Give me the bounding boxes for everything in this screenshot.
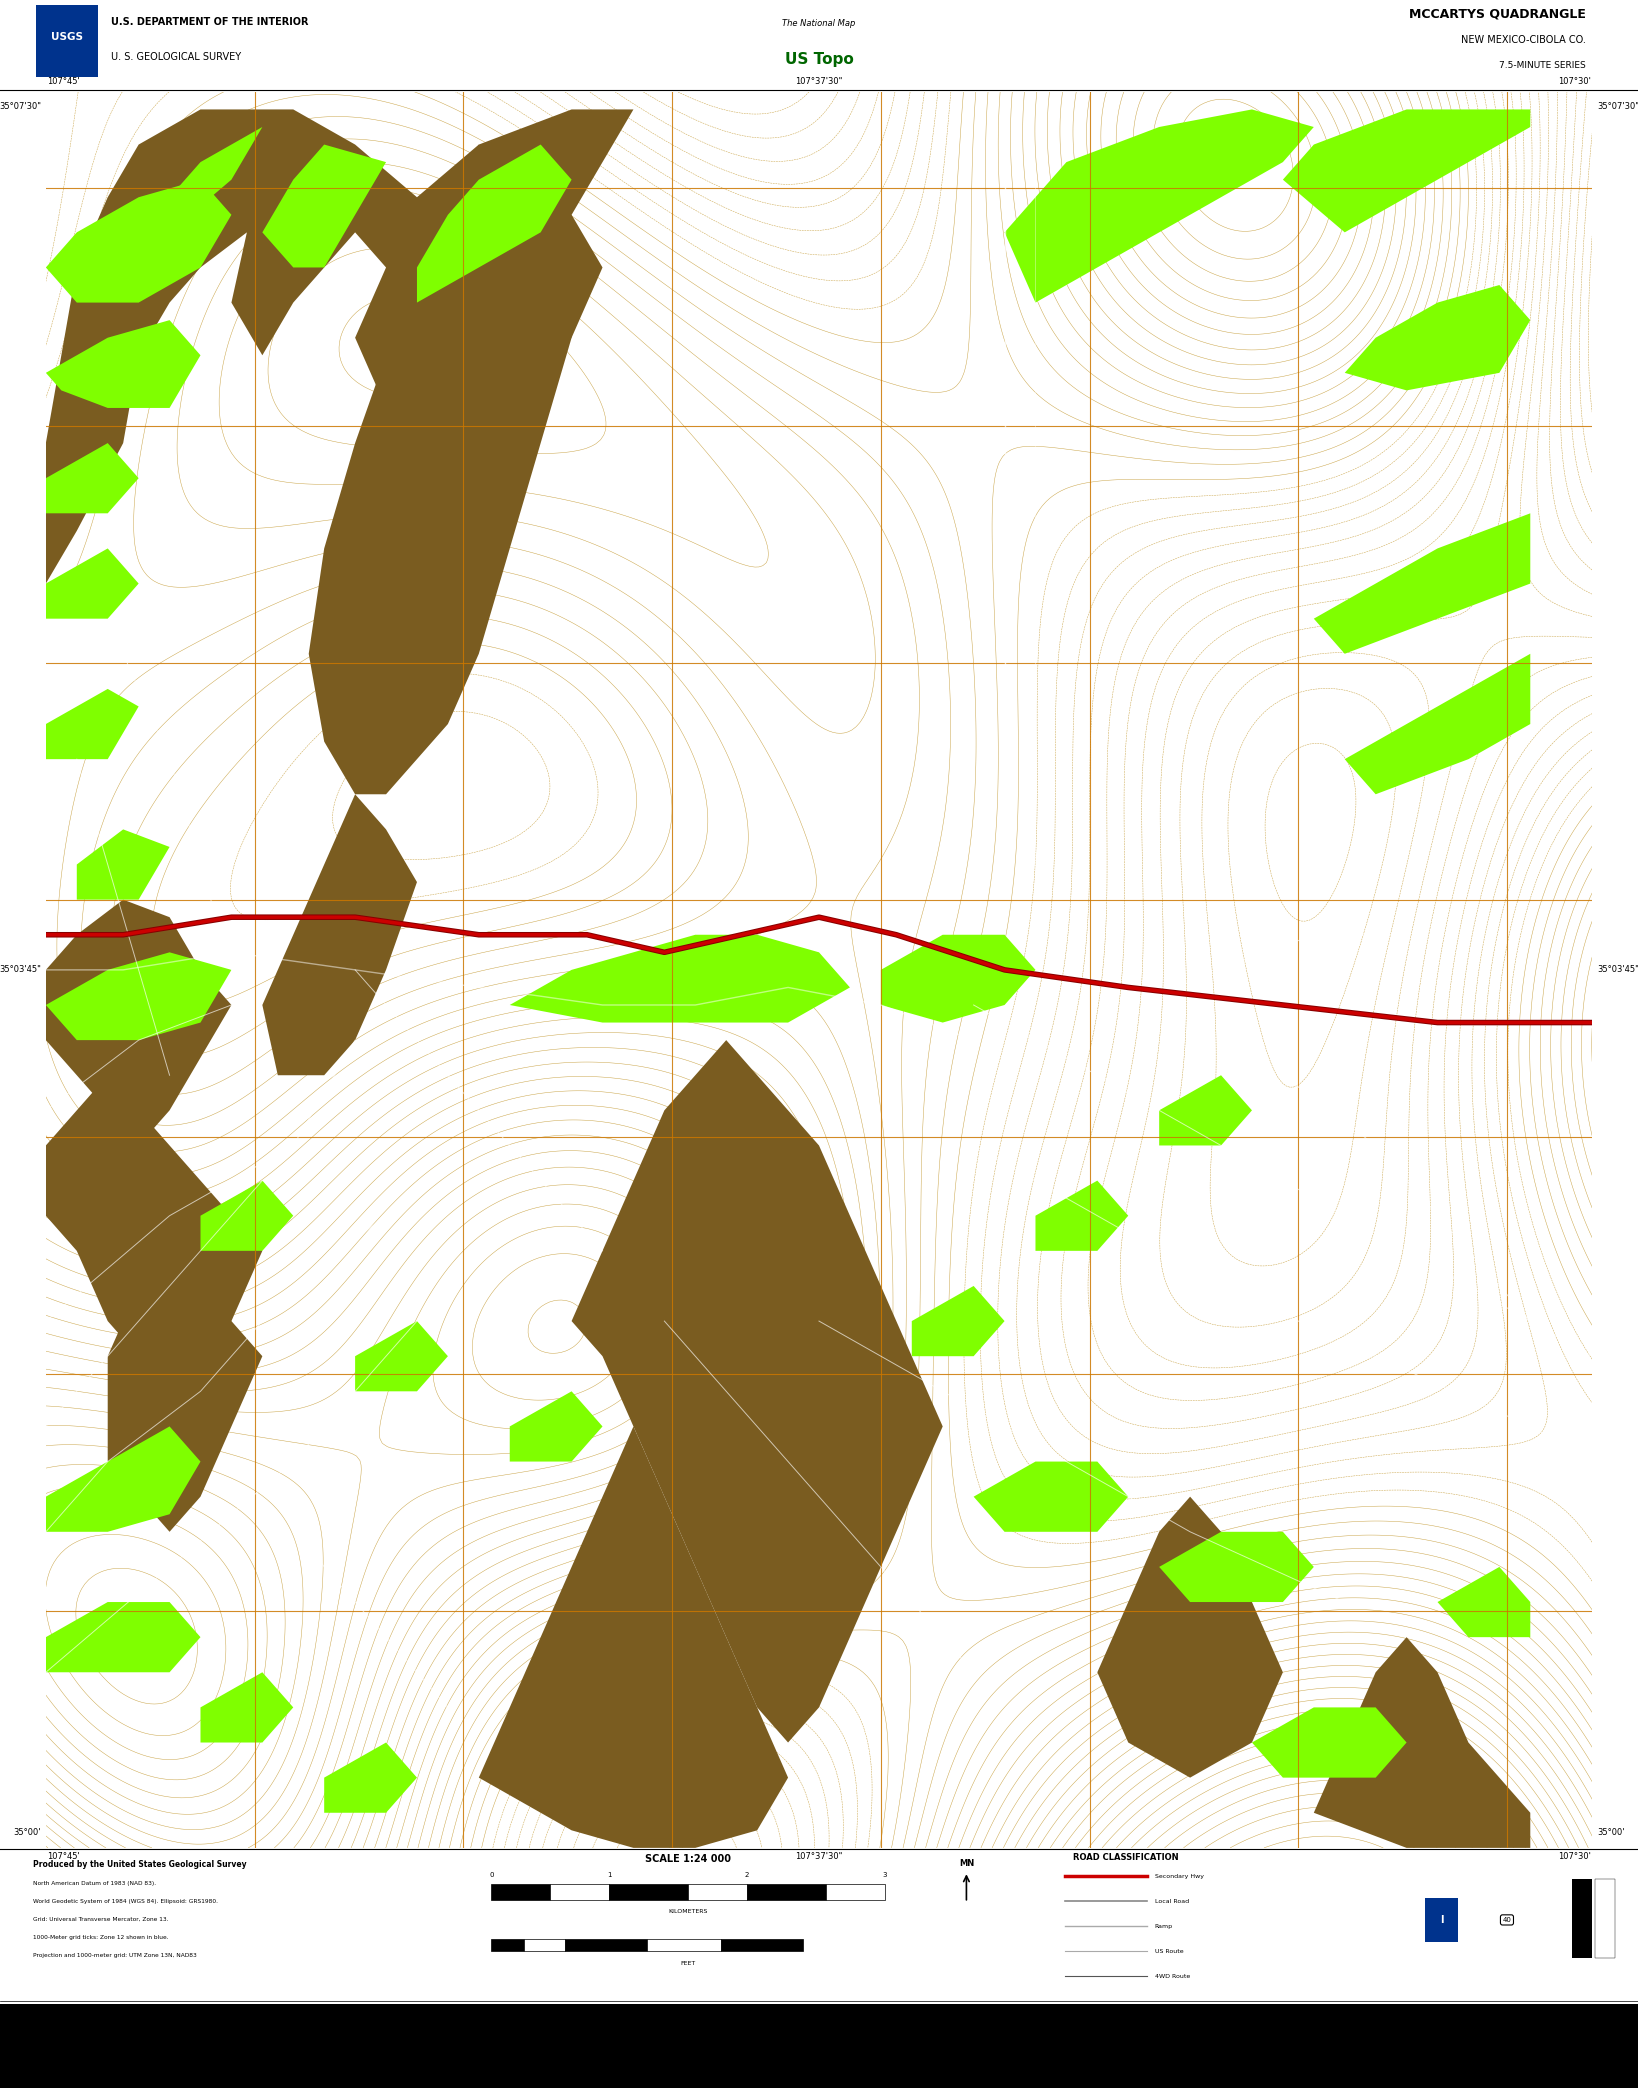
Polygon shape (973, 1462, 1129, 1533)
Polygon shape (1345, 654, 1530, 793)
Text: 1000-Meter grid ticks: Zone 12 shown in blue.: 1000-Meter grid ticks: Zone 12 shown in … (33, 1936, 169, 1940)
Text: 107°45': 107°45' (48, 77, 80, 86)
Polygon shape (324, 1743, 418, 1812)
Polygon shape (912, 1286, 1004, 1357)
Text: NEW MEXICO-CIBOLA CO.: NEW MEXICO-CIBOLA CO. (1461, 35, 1586, 44)
Text: U. S. GEOLOGICAL SURVEY: U. S. GEOLOGICAL SURVEY (111, 52, 241, 63)
Text: 35°07'30": 35°07'30" (0, 102, 41, 111)
Polygon shape (46, 1075, 262, 1391)
Text: 0: 0 (490, 1871, 493, 1877)
Polygon shape (1438, 1566, 1530, 1637)
Polygon shape (200, 1180, 293, 1251)
Text: 1: 1 (608, 1871, 611, 1877)
Bar (647, 1938, 721, 1950)
Polygon shape (1035, 1180, 1129, 1251)
Text: Projection and 1000-meter grid: UTM Zone 13N, NAD83: Projection and 1000-meter grid: UTM Zone… (33, 1952, 197, 1959)
Bar (0, 2004, 1638, 2088)
Text: I: I (1440, 1915, 1443, 1925)
Text: Ramp: Ramp (1155, 1923, 1173, 1929)
Polygon shape (46, 549, 139, 618)
Bar (1425, 1898, 1458, 1942)
Text: ROAD CLASSIFICATION: ROAD CLASSIFICATION (1073, 1852, 1178, 1862)
Polygon shape (46, 689, 139, 760)
Bar (1572, 1879, 1592, 1959)
Text: 107°37'30": 107°37'30" (796, 1852, 842, 1860)
Text: 7.5-MINUTE SERIES: 7.5-MINUTE SERIES (1499, 61, 1586, 71)
Bar (721, 1938, 803, 1950)
Text: SCALE 1:24 000: SCALE 1:24 000 (645, 1854, 731, 1865)
Polygon shape (200, 1672, 293, 1743)
Text: The National Map: The National Map (783, 19, 855, 29)
Text: US Route: US Route (1155, 1948, 1183, 1954)
Text: KILOMETERS: KILOMETERS (668, 1908, 708, 1915)
Bar (36, 4, 98, 77)
Text: 107°30': 107°30' (1558, 1852, 1590, 1860)
Bar (826, 1883, 885, 1900)
Text: 35°03'45": 35°03'45" (0, 965, 41, 975)
Text: USGS: USGS (51, 31, 84, 42)
Polygon shape (418, 144, 572, 303)
Polygon shape (1345, 286, 1530, 390)
Text: FEET: FEET (680, 1961, 696, 1965)
Polygon shape (509, 935, 850, 1023)
Text: Grid: Universal Transverse Mercator, Zone 13.: Grid: Universal Transverse Mercator, Zon… (33, 1917, 169, 1921)
Text: Local Road: Local Road (1155, 1898, 1189, 1904)
Text: Secondary Hwy: Secondary Hwy (1155, 1873, 1204, 1879)
Text: 35°07'30": 35°07'30" (1597, 102, 1638, 111)
Bar (747, 1883, 826, 1900)
Polygon shape (46, 443, 139, 514)
Polygon shape (46, 952, 231, 1040)
Bar (550, 1883, 609, 1900)
Polygon shape (1314, 514, 1530, 654)
Polygon shape (1283, 109, 1530, 232)
Polygon shape (262, 793, 418, 1075)
Bar (491, 1938, 524, 1950)
Text: 40: 40 (1502, 1917, 1512, 1923)
Text: 35°03'45": 35°03'45" (1597, 965, 1638, 975)
Text: 35°00': 35°00' (1597, 1829, 1625, 1837)
Polygon shape (355, 1322, 447, 1391)
Text: 3: 3 (883, 1871, 886, 1877)
Polygon shape (881, 935, 1035, 1023)
Bar (688, 1883, 747, 1900)
Polygon shape (46, 900, 231, 1146)
Bar (565, 1938, 647, 1950)
Text: 2: 2 (745, 1871, 749, 1877)
Text: 107°37'30": 107°37'30" (796, 77, 842, 86)
Polygon shape (262, 144, 387, 267)
Polygon shape (77, 829, 170, 900)
Polygon shape (1314, 1637, 1530, 1848)
Polygon shape (1004, 109, 1314, 303)
Bar (1595, 1879, 1615, 1959)
Text: MN: MN (958, 1858, 975, 1869)
Polygon shape (46, 109, 634, 583)
Polygon shape (139, 127, 262, 232)
Bar (491, 1883, 550, 1900)
Text: North American Datum of 1983 (NAD 83).: North American Datum of 1983 (NAD 83). (33, 1881, 156, 1885)
Text: World Geodetic System of 1984 (WGS 84). Ellipsoid: GRS1980.: World Geodetic System of 1984 (WGS 84). … (33, 1898, 218, 1904)
Polygon shape (572, 1040, 943, 1743)
Polygon shape (46, 180, 231, 303)
Polygon shape (308, 144, 572, 793)
Text: Produced by the United States Geological Survey: Produced by the United States Geological… (33, 1860, 246, 1869)
Text: 4WD Route: 4WD Route (1155, 1973, 1191, 1979)
Bar (609, 1883, 688, 1900)
Polygon shape (108, 1234, 262, 1533)
Text: 107°30': 107°30' (1558, 77, 1590, 86)
Polygon shape (478, 1426, 788, 1848)
Text: 35°00': 35°00' (13, 1829, 41, 1837)
Polygon shape (1097, 1497, 1283, 1777)
Polygon shape (509, 1391, 603, 1462)
Polygon shape (46, 319, 200, 407)
Polygon shape (1160, 1533, 1314, 1601)
Bar (524, 1938, 565, 1950)
Polygon shape (1251, 1708, 1407, 1777)
Polygon shape (1160, 1075, 1251, 1146)
Polygon shape (46, 1601, 200, 1672)
Polygon shape (46, 1426, 200, 1533)
Text: US Topo: US Topo (785, 52, 853, 67)
Text: U.S. DEPARTMENT OF THE INTERIOR: U.S. DEPARTMENT OF THE INTERIOR (111, 17, 310, 27)
Text: 107°45': 107°45' (48, 1852, 80, 1860)
Text: MCCARTYS QUADRANGLE: MCCARTYS QUADRANGLE (1409, 6, 1586, 21)
